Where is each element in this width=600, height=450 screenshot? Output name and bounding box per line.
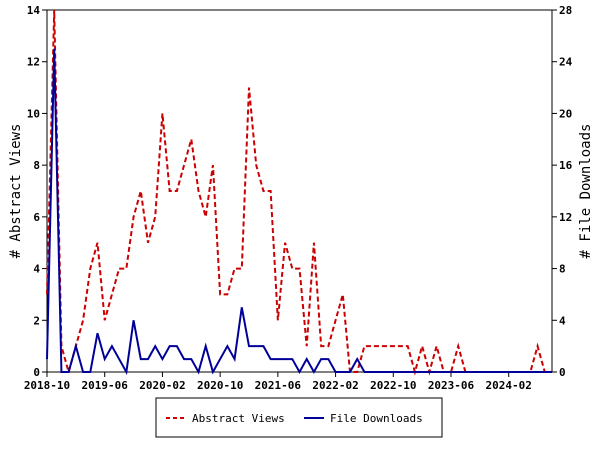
- y-right-axis-title: # File Downloads: [578, 124, 594, 259]
- y-right-tick-label: 4: [559, 314, 566, 327]
- y-left-tick-label: 10: [27, 107, 40, 120]
- legend-label-abstract-views: Abstract Views: [192, 412, 285, 425]
- y-left-tick-label: 0: [33, 366, 40, 379]
- x-tick-label: 2021-06: [255, 379, 302, 392]
- y-left-tick-label: 4: [33, 263, 40, 276]
- legend-label-file-downloads: File Downloads: [330, 412, 423, 425]
- plot-area: [46, 9, 553, 373]
- legend-box: [155, 397, 443, 438]
- series-line-abstract-views: [46, 9, 552, 376]
- y-right-tick-label: 12: [559, 211, 572, 224]
- x-tick-label: 2022-02: [312, 379, 358, 392]
- y-right-tick-label: 24: [559, 56, 573, 69]
- series-line-file-downloads: [46, 48, 552, 376]
- y-left-tick-label: 8: [33, 159, 40, 172]
- x-tick-label: 2020-02: [139, 379, 185, 392]
- axis-ticks: [42, 9, 557, 377]
- x-tick-label: 2019-06: [82, 379, 129, 392]
- series-layer: [46, 9, 552, 376]
- y-left-tick-label: 2: [33, 314, 40, 327]
- y-right-tick-label: 0: [559, 366, 566, 379]
- x-tick-label: 2022-10: [370, 379, 416, 392]
- y-left-tick-label: 14: [27, 4, 41, 17]
- x-tick-label: 2020-10: [197, 379, 243, 392]
- y-right-tick-label: 20: [559, 107, 572, 120]
- y-right-tick-label: 8: [559, 263, 566, 276]
- y-left-tick-label: 12: [27, 56, 40, 69]
- x-tick-label: 2018-10: [24, 379, 70, 392]
- y-left-axis-title: # Abstract Views: [8, 124, 24, 259]
- y-right-tick-label: 16: [559, 159, 573, 172]
- x-tick-label: 2024-02: [486, 379, 532, 392]
- y-left-tick-label: 6: [33, 211, 40, 224]
- x-tick-label: 2023-06: [428, 379, 475, 392]
- legend: Abstract Views File Downloads: [155, 397, 443, 438]
- y-right-tick-label: 28: [559, 4, 572, 17]
